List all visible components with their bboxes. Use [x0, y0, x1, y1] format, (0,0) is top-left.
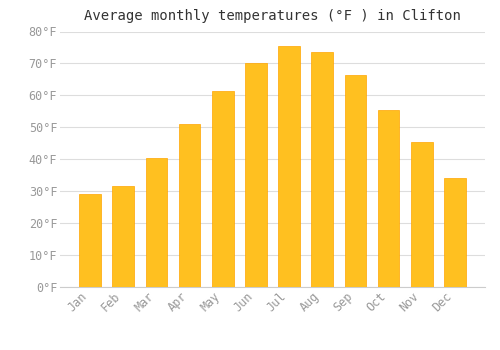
Bar: [344, 75, 366, 287]
Bar: [378, 110, 400, 287]
Bar: [179, 124, 201, 287]
Bar: [278, 46, 300, 287]
Bar: [112, 187, 134, 287]
Bar: [411, 142, 432, 287]
Bar: [212, 91, 234, 287]
Bar: [146, 158, 167, 287]
Bar: [245, 63, 266, 287]
Title: Average monthly temperatures (°F ) in Clifton: Average monthly temperatures (°F ) in Cl…: [84, 9, 461, 23]
Bar: [312, 52, 333, 287]
Bar: [444, 178, 466, 287]
Bar: [80, 194, 101, 287]
